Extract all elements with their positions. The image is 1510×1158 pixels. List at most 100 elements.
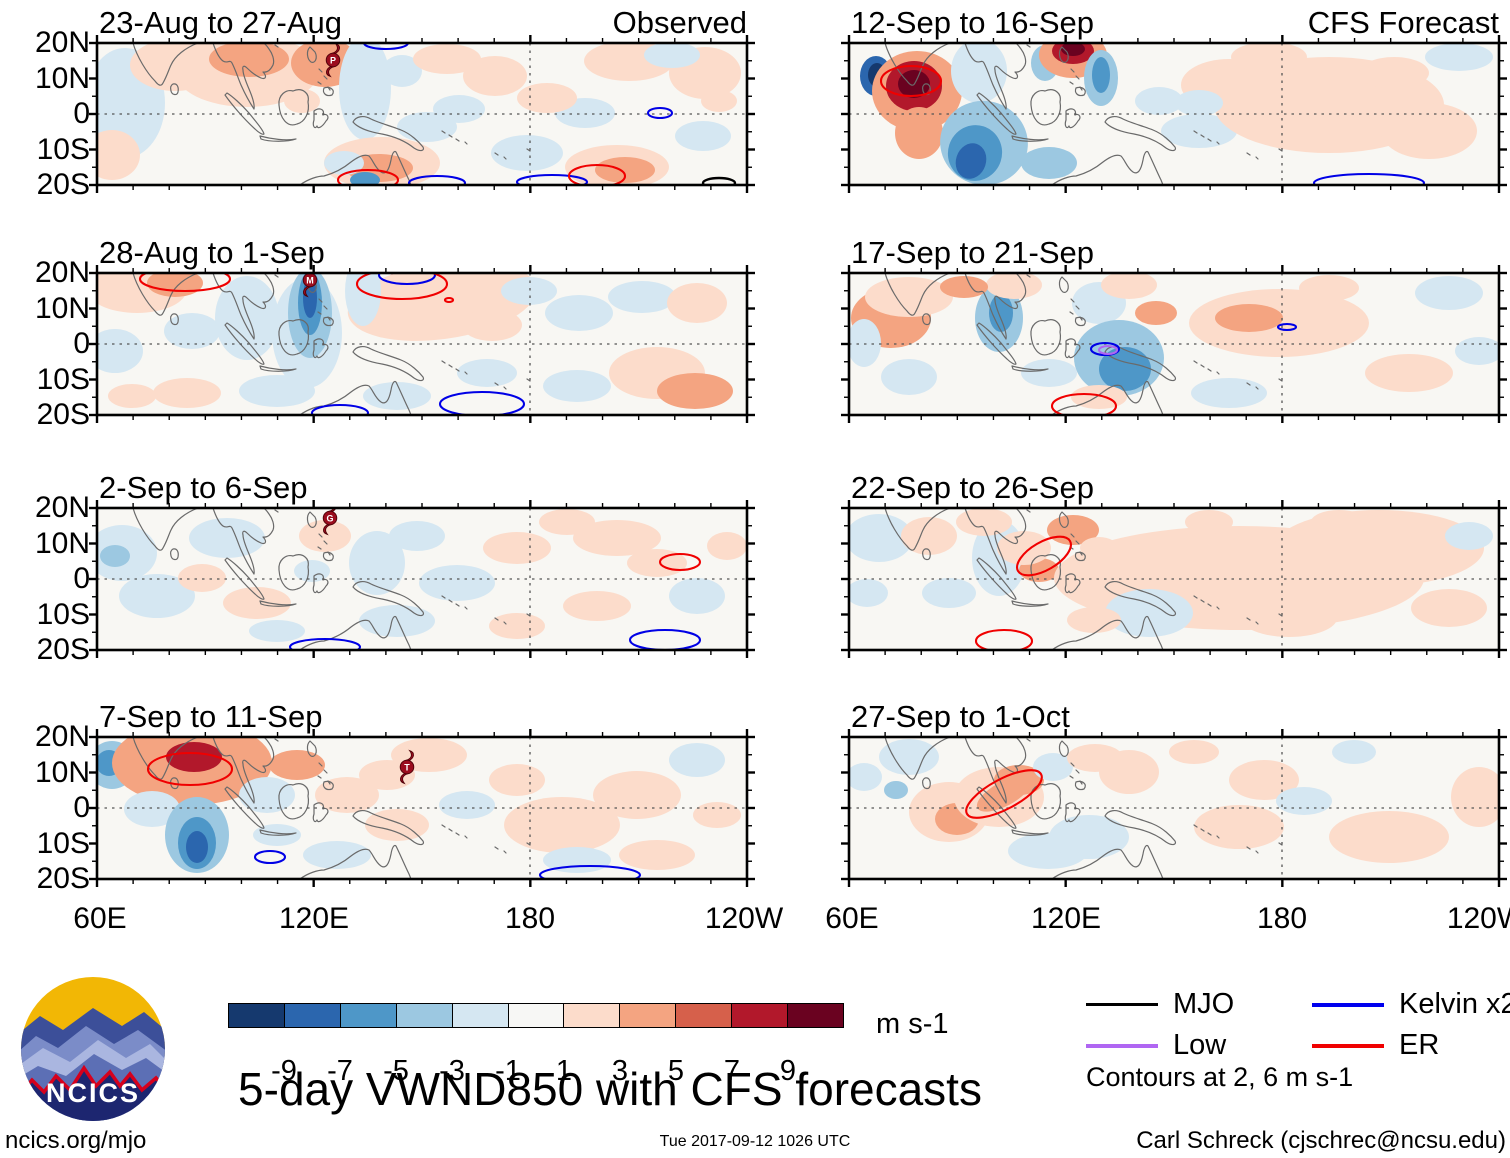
anomaly-blob: [324, 151, 364, 175]
anomaly-blob: [249, 620, 305, 642]
panel-border: [847, 506, 1501, 652]
panel-title: 7-Sep to 11-Sep: [99, 699, 323, 734]
map-panel: [841, 265, 1507, 423]
colorbar-segment: [451, 1004, 508, 1027]
red-wave-contour: [355, 273, 449, 301]
anomaly-blob: [1231, 43, 1307, 72]
anomaly-blob: [100, 545, 130, 567]
map-panel: T: [89, 729, 755, 887]
anomaly-blob: [489, 764, 545, 796]
anomaly-blob: [1194, 805, 1284, 849]
blue-wave-contour: [538, 864, 642, 879]
anomaly-blob: [397, 112, 457, 142]
red-wave-contour: [146, 751, 234, 787]
colorbar-segment: [563, 1004, 620, 1027]
legend-item-kelvin: Kelvin x2: [1312, 988, 1510, 1021]
anomaly-blob: [1033, 753, 1073, 781]
anomaly-blob: [97, 130, 140, 180]
lat-axis-label: 20N: [34, 491, 90, 524]
panel-title: 23-Aug to 27-Aug: [99, 5, 343, 40]
colorbar-segment: [731, 1004, 788, 1027]
anomaly-blob: [284, 89, 320, 113]
panel-border: [847, 41, 1501, 187]
lat-axis-label: 20S: [36, 633, 90, 666]
mjo-line-swatch: [1086, 1003, 1158, 1006]
blue-wave-contour: [407, 174, 467, 185]
lon-axis-label: 180: [504, 902, 556, 935]
tropical-cyclone-symbol: M: [302, 273, 318, 297]
colorbar: -9 -7 -5 -3 -1 1 3 5 7 9: [228, 1003, 844, 1087]
red-wave-contour: [1050, 392, 1118, 415]
map-panel: M: [89, 265, 755, 423]
anomaly-blob: [363, 382, 431, 410]
anomaly-blob: [1411, 589, 1487, 627]
anomaly-blob: [951, 43, 1007, 103]
figure-title: 5-day VWND850 with CFS forecasts: [238, 1063, 982, 1115]
black-wave-contour: [701, 176, 737, 185]
panel-border: [95, 735, 749, 881]
anomaly-blob: [501, 277, 557, 305]
storm-letter: P: [330, 55, 336, 65]
lat-axis-label: 0: [73, 562, 90, 595]
ncics-logo: NCICS: [21, 977, 165, 1121]
anomaly-blob: [223, 587, 291, 619]
lon-axis-label: 60E: [73, 902, 127, 935]
anomaly-blob: [457, 359, 517, 387]
panel-border: [847, 735, 1501, 881]
colorbar-tick-label: -5: [383, 1055, 409, 1087]
map-panel: [841, 35, 1507, 193]
anomaly-blob: [895, 107, 943, 159]
anomaly-blob: [439, 791, 495, 819]
contour-note: Contours at 2, 6 m s-1: [1086, 1062, 1354, 1092]
legend-label: Low: [1173, 1029, 1227, 1061]
low-line-swatch: [1086, 1043, 1158, 1048]
anomaly-blob: [209, 43, 289, 77]
anomaly-blob: [1092, 57, 1110, 93]
anomaly-blob: [593, 771, 681, 819]
lon-axis-label: 120E: [1030, 902, 1102, 935]
panel-title: 27-Sep to 1-Oct: [851, 699, 1070, 734]
red-wave-contour: [658, 552, 702, 572]
panel-title: 28-Aug to 1-Sep: [99, 235, 325, 270]
anomaly-blob: [413, 44, 481, 74]
blue-wave-contour: [377, 273, 437, 286]
logo-red-ridge: [21, 1064, 165, 1121]
anomaly-blob: [315, 777, 379, 813]
legend-label: ER: [1399, 1029, 1440, 1061]
anomaly-blob: [1175, 90, 1223, 116]
panel-title: 22-Sep to 26-Sep: [851, 470, 1095, 505]
anomaly-blob: [573, 520, 661, 556]
map-panel: P: [89, 35, 755, 193]
anomaly-blob: [879, 739, 939, 775]
anomaly-blob: [491, 135, 563, 171]
legend-label: MJO: [1173, 988, 1235, 1020]
lon-axis-label: 120W: [704, 902, 784, 935]
storm-letter: M: [306, 275, 314, 285]
footer-timestamp: Tue 2017-09-12 1026 UTC: [659, 1133, 851, 1150]
anomaly-blob: [922, 578, 976, 608]
lat-axis-label: 20N: [34, 256, 90, 289]
contour-legend: MJO Kelvin x2 Low ER: [1086, 988, 1510, 1062]
colorbar-segment: [229, 1004, 284, 1027]
lat-axis-label: 10N: [34, 526, 90, 560]
storm-letter: G: [326, 513, 333, 523]
anomaly-blob: [1161, 114, 1237, 148]
blue-wave-contour: [646, 106, 674, 120]
anomaly-blob: [849, 579, 888, 607]
anomaly-blob: [419, 565, 495, 601]
lat-axis-label: 10S: [36, 362, 90, 396]
blue-wave-contour: [628, 628, 702, 650]
anomaly-blob: [849, 319, 881, 367]
legend-item-low: Low: [1086, 1029, 1312, 1062]
purple-wave-contour: [1097, 344, 1119, 356]
colorbar-segment: [675, 1004, 732, 1027]
blue-wave-contour: [1276, 322, 1298, 332]
colorbar-tick-label: 7: [723, 1055, 741, 1087]
anomaly-blob: [707, 532, 747, 560]
panel-column-tag: Observed: [612, 5, 747, 40]
storm-letter: T: [404, 762, 410, 772]
panel-column-tag: CFS Forecast: [1307, 5, 1499, 40]
anomaly-blob: [1135, 301, 1177, 325]
anomaly-blob: [382, 55, 422, 87]
